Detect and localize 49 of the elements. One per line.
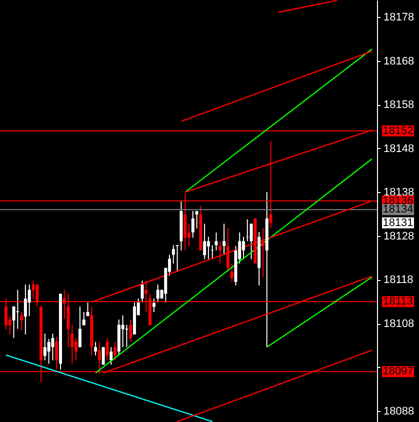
y-tick-label: 18148 — [384, 142, 414, 155]
candlestick — [129, 319, 132, 342]
candlestick — [206, 236, 210, 260]
candlestick — [43, 333, 46, 361]
y-tick-label: 18128 — [384, 230, 414, 242]
candlestick — [172, 244, 175, 264]
candlestick — [16, 289, 20, 330]
candlestick — [102, 346, 105, 366]
candlestick — [82, 312, 86, 326]
ref-line-label: 18113 — [383, 296, 413, 308]
candlestick — [261, 228, 264, 278]
candlestick — [156, 284, 160, 303]
ref-line-label: 18097 — [382, 366, 414, 378]
candlestick — [20, 312, 24, 332]
y-tick-label: 18108 — [384, 318, 414, 330]
candlestick — [226, 228, 230, 272]
candlestick — [74, 337, 78, 361]
candlestick — [86, 302, 90, 317]
candlestick — [114, 341, 117, 361]
y-tick-label: 18158 — [384, 99, 414, 112]
y-tick-label: 18168 — [384, 55, 414, 68]
ref-line-label: 18134 — [382, 204, 414, 216]
candlestick — [250, 223, 253, 260]
candlestick — [230, 263, 234, 282]
candlestick — [24, 284, 27, 335]
candlestick — [191, 210, 194, 238]
candlestick — [214, 232, 218, 251]
candlestick — [110, 346, 113, 366]
candlestick — [32, 280, 35, 300]
candlestick — [242, 236, 245, 260]
candlestick — [51, 333, 54, 361]
candlestick — [121, 314, 124, 348]
candlestick — [218, 240, 222, 264]
candlestick — [55, 336, 58, 370]
candlestick — [203, 223, 206, 260]
candlestick — [106, 337, 109, 361]
candlestick — [222, 223, 226, 256]
y-tick-label: 18088 — [384, 406, 414, 418]
ref-line-label: 18152 — [382, 124, 414, 137]
y-tick-label: 18178 — [384, 12, 414, 24]
candlestick — [246, 218, 249, 242]
candlestick — [94, 341, 98, 356]
candlestick — [78, 306, 82, 348]
candlestick — [195, 210, 198, 230]
text: 18131 — [382, 216, 414, 229]
candlestick — [140, 280, 144, 303]
y-tick-label: 18118 — [384, 274, 414, 286]
candlestick — [152, 298, 156, 313]
candlestick — [28, 284, 31, 317]
